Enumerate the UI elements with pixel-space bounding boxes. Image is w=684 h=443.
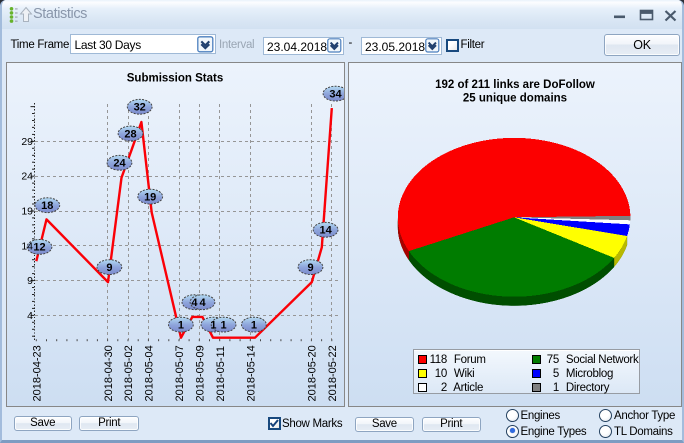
svg-text:9: 9 — [27, 275, 33, 287]
svg-text:1: 1 — [251, 319, 257, 331]
svg-text:25 unique domains: 25 unique domains — [463, 93, 567, 105]
svg-text:2018-04-30: 2018-04-30 — [103, 345, 115, 401]
svg-text:32: 32 — [134, 102, 146, 114]
svg-text:34: 34 — [329, 88, 342, 100]
svg-text:1: 1 — [221, 319, 227, 331]
svg-text:4: 4 — [191, 297, 198, 309]
svg-text:1: 1 — [210, 319, 216, 331]
svg-text:29: 29 — [21, 136, 33, 148]
svg-text:14: 14 — [21, 240, 33, 252]
svg-text:2018-04-23: 2018-04-23 — [32, 345, 44, 401]
svg-text:14: 14 — [319, 225, 332, 237]
svg-text:19: 19 — [144, 191, 156, 203]
svg-text:1: 1 — [178, 319, 184, 331]
svg-text:9: 9 — [307, 262, 313, 274]
svg-text:19: 19 — [21, 206, 33, 218]
svg-text:2018-05-04: 2018-05-04 — [144, 345, 156, 401]
svg-text:2018-05-02: 2018-05-02 — [123, 345, 135, 401]
svg-text:2018-05-22: 2018-05-22 — [327, 345, 339, 401]
svg-text:24: 24 — [21, 171, 33, 183]
svg-text:12: 12 — [33, 242, 45, 254]
svg-text:2018-05-14: 2018-05-14 — [246, 345, 258, 401]
svg-text:2018-05-11: 2018-05-11 — [215, 346, 227, 401]
svg-text:4: 4 — [27, 310, 33, 322]
svg-text:2018-05-07: 2018-05-07 — [174, 345, 186, 401]
svg-text:192 of 211 links are DoFollow: 192 of 211 links are DoFollow — [435, 79, 595, 91]
svg-text:9: 9 — [106, 262, 112, 274]
svg-text:4: 4 — [199, 297, 206, 309]
svg-text:18: 18 — [41, 200, 53, 212]
svg-text:28: 28 — [124, 128, 136, 140]
svg-text:2018-05-09: 2018-05-09 — [195, 345, 207, 401]
svg-text:2018-05-20: 2018-05-20 — [307, 345, 319, 401]
svg-text:24: 24 — [113, 158, 126, 170]
svg-text:Submission Stats: Submission Stats — [127, 73, 224, 85]
